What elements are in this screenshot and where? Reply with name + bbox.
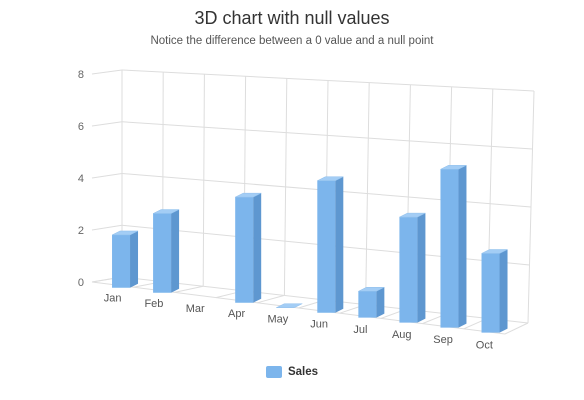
x-tick-label: Jan [104, 293, 122, 305]
bar-may[interactable] [276, 303, 303, 308]
bar-side [171, 209, 180, 293]
bar-jan[interactable] [111, 230, 139, 288]
bar-top [235, 192, 262, 198]
chart-subtitle: Notice the difference between a 0 value … [150, 35, 434, 47]
x-tick-label: May [267, 313, 288, 325]
bar-top [152, 209, 180, 214]
x-axis-ticks: Jan Feb Mar Apr May Jun Jul Aug Sep Oct [104, 293, 493, 352]
gridline-vertical [365, 82, 370, 305]
legend-label: Sales [287, 366, 319, 378]
bar-apr[interactable] [235, 192, 262, 303]
gridline-floor [174, 285, 204, 293]
bar-side [376, 287, 385, 318]
bar-jun[interactable] [317, 176, 344, 313]
bar-side [335, 176, 344, 313]
bar-front [440, 169, 459, 328]
gridline-side [91, 69, 123, 75]
bar-front [112, 234, 131, 288]
bar-top [481, 249, 508, 254]
bar-sep[interactable] [440, 165, 467, 328]
x-tick-label: Mar [186, 303, 205, 315]
gridline-vertical [527, 90, 535, 324]
x-tick-label: Aug [392, 329, 412, 341]
bar-front [235, 197, 254, 303]
chart-title: 3D chart with null values [194, 8, 390, 28]
grid [91, 69, 535, 335]
gridline-vertical [202, 74, 205, 287]
bars [111, 165, 508, 333]
bar-side [253, 193, 262, 303]
bar-side [130, 230, 139, 288]
bar-top [358, 287, 385, 292]
gridline-floor [504, 322, 529, 335]
x-tick-label: Apr [228, 308, 245, 320]
gridline-side [91, 173, 123, 179]
bar-top [111, 230, 139, 236]
bar-oct[interactable] [481, 249, 508, 333]
bar-feb[interactable] [152, 209, 180, 293]
x-tick-label: Feb [144, 298, 163, 310]
gridline-side [91, 224, 123, 231]
legend-swatch [265, 366, 282, 378]
bar-top [440, 165, 467, 170]
bar-side [499, 249, 508, 333]
gridline-vertical [283, 78, 288, 296]
bar-front [399, 217, 418, 323]
bar-aug[interactable] [399, 212, 426, 323]
y-tick-label: 2 [78, 225, 84, 237]
x-tick-label: Jul [353, 324, 367, 336]
y-tick-label: 8 [78, 69, 84, 81]
x-tick-label: Oct [476, 339, 493, 351]
bar-top [317, 176, 344, 181]
bar-side [458, 165, 467, 328]
y-tick-label: 0 [78, 277, 84, 289]
bar-front [358, 291, 377, 318]
y-tick-label: 4 [78, 173, 84, 185]
bar-front [481, 253, 500, 333]
bar-side [417, 213, 426, 323]
x-tick-label: Jun [310, 319, 328, 331]
gridline-floor [257, 294, 285, 304]
bar-jul[interactable] [358, 287, 385, 318]
gridline-side [91, 121, 123, 127]
legend: Sales [0, 366, 584, 378]
legend-item-sales[interactable]: Sales [265, 366, 319, 378]
bar-front [317, 180, 336, 313]
y-tick-label: 6 [78, 121, 84, 133]
bar-top [399, 212, 426, 218]
x-tick-label: Sep [433, 334, 453, 346]
y-axis-ticks: 0 2 4 6 8 [78, 69, 84, 289]
bar-top [276, 303, 303, 308]
bar-front [153, 213, 172, 293]
